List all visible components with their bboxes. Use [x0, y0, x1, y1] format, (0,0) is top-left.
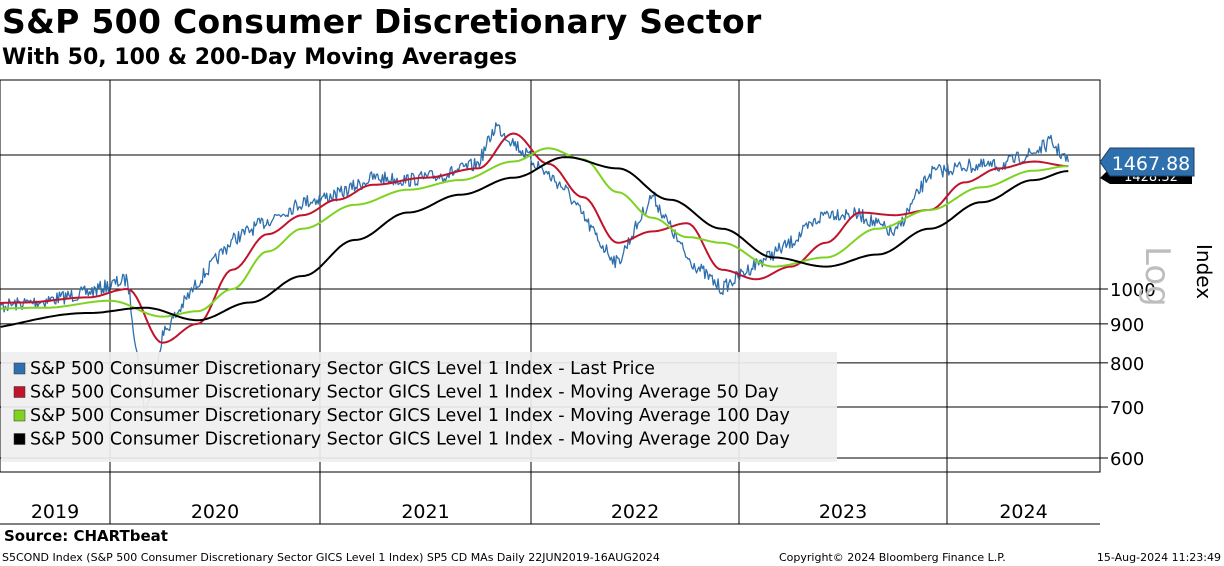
x-category-label: 2019	[31, 501, 79, 523]
y-tick-label: 600	[1110, 449, 1144, 470]
series-line-ma100	[0, 147, 1069, 318]
legend-swatch-ma50	[13, 386, 26, 398]
legend-label-last_price: S&P 500 Consumer Discretionary Sector GI…	[30, 359, 655, 379]
chart-subtitle: With 50, 100 & 200-Day Moving Averages	[2, 45, 518, 70]
series-line-ma200	[0, 156, 1069, 328]
chart-title: S&P 500 Consumer Discretionary Sector	[2, 2, 762, 41]
x-category-label: 2020	[191, 501, 239, 523]
legend-swatch-last_price	[13, 362, 26, 375]
y-tick-label: 700	[1110, 398, 1144, 419]
footer-copyright: Copyright© 2024 Bloomberg Finance L.P.	[779, 551, 1006, 564]
legend-label-ma100: S&P 500 Consumer Discretionary Sector GI…	[30, 406, 790, 426]
footer-timestamp: 15-Aug-2024 11:23:49	[1096, 551, 1221, 564]
legend-label-ma50: S&P 500 Consumer Discretionary Sector GI…	[30, 383, 779, 403]
legend-label-ma200: S&P 500 Consumer Discretionary Sector GI…	[30, 430, 790, 450]
legend-box	[1, 352, 837, 462]
footer-info: S5COND Index (S&P 500 Consumer Discretio…	[2, 551, 660, 564]
x-category-label: 2023	[819, 501, 867, 523]
y-axis-label: Index	[1192, 244, 1216, 299]
last-price-tag	[1099, 147, 1195, 177]
x-category-label: 2024	[999, 501, 1047, 523]
y-tick-label: 1000	[1110, 280, 1156, 301]
legend-swatch-ma100	[13, 409, 26, 422]
series-line-ma50	[0, 132, 1069, 344]
x-category-label: 2022	[611, 501, 659, 523]
last-price-value-label: 1467.88	[1112, 153, 1191, 175]
y-tick-label: 800	[1110, 354, 1144, 375]
log-scale-label: Log	[1137, 246, 1177, 307]
x-category-label: 2021	[401, 501, 449, 523]
source-note: Source: CHARTbeat	[4, 527, 168, 545]
legend-swatch-ma200	[13, 433, 26, 445]
plot-frame	[0, 79, 1101, 473]
y-tick-label: 900	[1110, 315, 1144, 336]
